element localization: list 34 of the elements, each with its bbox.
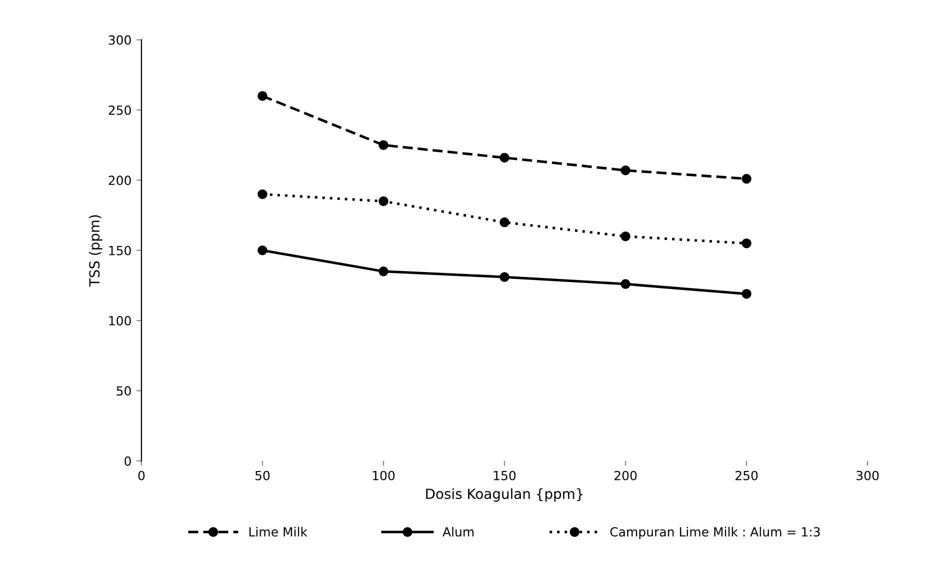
legend-label: Campuran Lime Milk : Alum = 1:3	[610, 526, 820, 539]
point	[258, 189, 268, 200]
point	[620, 165, 630, 176]
legend-label: Lime Milk	[249, 526, 308, 537]
point	[500, 272, 510, 282]
point	[742, 174, 752, 184]
x-tick-label: 300	[856, 470, 879, 480]
legend-label: Alum	[442, 526, 474, 537]
point	[742, 289, 752, 299]
x-tick-label: 0	[138, 470, 145, 480]
y-tick-label: 50	[116, 386, 131, 396]
y-axis-title: TSS (ppm)	[88, 215, 102, 287]
y-tick-label: 300	[108, 35, 131, 45]
x-tick-label: 100	[372, 470, 395, 480]
y-tick-label: 0	[124, 456, 131, 466]
point	[500, 152, 510, 163]
y-tick-label: 100	[109, 316, 131, 326]
point	[378, 140, 388, 150]
y-tick-label: 250	[108, 105, 131, 115]
x-tick-label: 150	[494, 470, 516, 480]
y-tick-label: 200	[108, 176, 131, 186]
point	[378, 266, 388, 276]
point	[258, 246, 268, 256]
point	[500, 217, 510, 228]
point	[620, 279, 630, 289]
point	[742, 238, 752, 248]
x-tick-label: 250	[736, 470, 758, 480]
point	[378, 196, 388, 206]
y-tick-label: 150	[109, 246, 131, 256]
point	[258, 91, 268, 101]
x-axis-title: Dosis Koagulan {ppm}	[426, 488, 582, 502]
x-tick-label: 50	[255, 470, 270, 480]
x-tick-label: 200	[614, 470, 637, 480]
point	[620, 231, 630, 242]
